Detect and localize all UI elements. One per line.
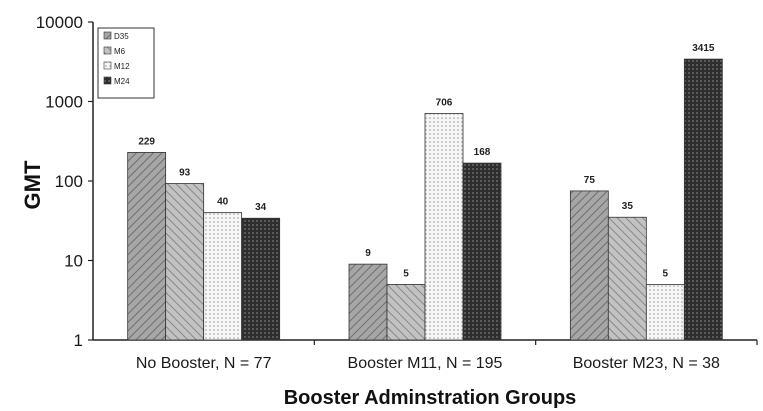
bar-value-label: 9	[365, 248, 371, 259]
y-tick-label: 100	[55, 172, 83, 191]
y-tick-label: 10000	[36, 13, 83, 32]
legend-swatch	[103, 76, 112, 85]
legend-label: M6	[114, 47, 126, 56]
bar-m24	[241, 217, 281, 341]
bar-value-label: 34	[255, 202, 267, 213]
legend-swatch	[103, 46, 112, 55]
bar-value-label: 40	[217, 197, 229, 208]
x-category-label: No Booster, N = 77	[136, 355, 272, 372]
bar-d35	[127, 151, 167, 341]
bar-m12	[424, 113, 464, 341]
bar-value-label: 5	[403, 268, 409, 279]
bar-value-label: 5	[663, 268, 669, 279]
x-category-label: Booster M11, N = 195	[348, 355, 503, 372]
bar-d35	[348, 263, 388, 341]
legend-swatch	[103, 31, 112, 40]
legend: D35 M6 M12 M24	[97, 27, 155, 99]
legend-label: D35	[114, 32, 129, 41]
y-tick-label: 1	[74, 331, 83, 350]
x-category-label: Booster M23, N = 38	[573, 355, 720, 372]
bar-value-label: 229	[138, 136, 155, 147]
bar-value-label: 168	[474, 147, 491, 158]
bar-m6	[165, 183, 205, 341]
bar-m24	[462, 162, 502, 341]
axes: 1 10 100 1000 10000 No Booster, N = 77 Booster…	[36, 13, 758, 372]
bar-m12	[645, 284, 685, 341]
legend-swatch	[103, 61, 112, 70]
bars: 229 93 40 34 9 5 706 168 75 35 5 3415	[127, 43, 723, 341]
bar-value-label: 3415	[692, 43, 715, 54]
bar-m6	[607, 216, 647, 341]
bar-m24	[683, 58, 723, 341]
x-axis-title: Booster Adminstration Groups	[284, 387, 577, 409]
bar-value-label: 706	[436, 98, 453, 109]
y-tick-label: 1000	[45, 93, 83, 112]
y-tick-label: 10	[64, 252, 83, 271]
bar-value-label: 35	[622, 201, 634, 212]
bar-d35	[569, 190, 609, 341]
bar-m6	[386, 284, 426, 341]
legend-label: M12	[114, 62, 130, 71]
bar-m12	[203, 212, 243, 341]
y-axis-title: GMT	[20, 160, 45, 209]
legend-label: M24	[114, 77, 130, 86]
bar-value-label: 93	[179, 168, 191, 179]
bar-value-label: 75	[584, 175, 596, 186]
